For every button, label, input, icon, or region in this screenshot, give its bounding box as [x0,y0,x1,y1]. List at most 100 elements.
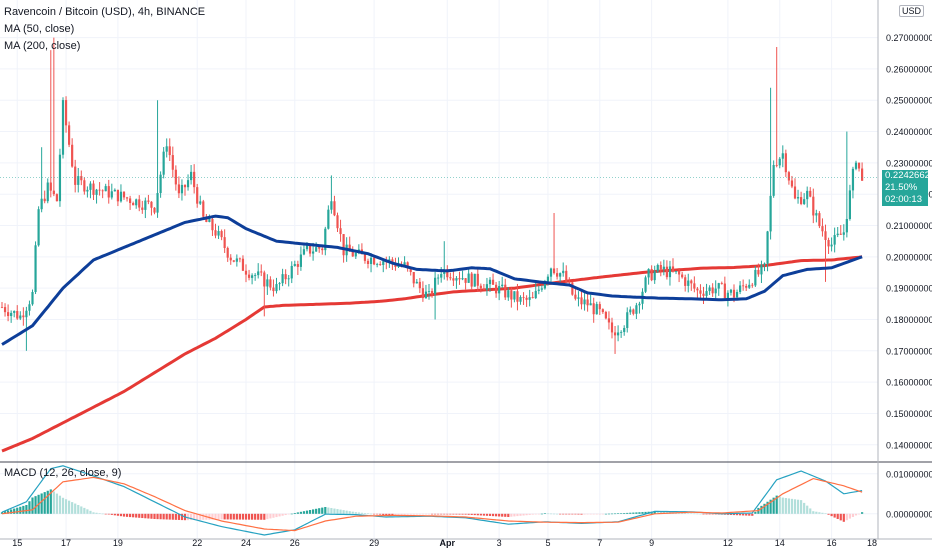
candle[interactable] [519,295,522,305]
candle[interactable] [760,260,763,283]
candle[interactable] [220,229,223,241]
candle[interactable] [485,277,489,296]
candle[interactable] [89,181,92,199]
candle[interactable] [638,301,641,314]
candle[interactable] [107,179,110,204]
candle[interactable] [92,180,95,201]
candle[interactable] [77,167,80,193]
candle[interactable] [183,184,187,196]
candle[interactable] [772,160,775,198]
candle[interactable] [501,276,504,289]
candle[interactable] [202,199,205,219]
candle[interactable] [757,263,760,277]
candle[interactable] [836,226,839,238]
candle[interactable] [617,325,620,342]
candle[interactable] [34,241,37,295]
candle[interactable] [437,274,440,285]
candle[interactable] [430,288,434,298]
candle[interactable] [144,197,147,219]
candle[interactable] [476,268,479,292]
candle[interactable] [696,287,699,298]
candle[interactable] [504,278,507,301]
candle[interactable] [449,272,452,281]
candle[interactable] [845,131,848,238]
candle[interactable] [147,194,150,205]
candles-layer[interactable] [0,37,864,354]
candle[interactable] [232,260,235,263]
candle[interactable] [110,183,113,200]
candle[interactable] [824,224,827,282]
candle[interactable] [589,294,592,306]
candle[interactable] [623,325,626,336]
candle[interactable] [461,270,464,281]
candle[interactable] [498,280,501,301]
candle[interactable] [199,195,202,205]
candle[interactable] [812,188,815,224]
candle[interactable] [19,311,22,321]
ma200-legend[interactable]: MA (200, close) [4,40,81,52]
candle[interactable] [446,265,449,281]
candle[interactable] [598,301,601,316]
candle[interactable] [28,300,31,316]
candle[interactable] [223,229,226,253]
candle[interactable] [299,246,302,271]
candle[interactable] [244,264,248,283]
candle[interactable] [848,184,851,221]
candle[interactable] [754,266,757,287]
candle[interactable] [366,258,370,269]
candle[interactable] [415,279,418,284]
candle[interactable] [196,183,199,208]
candle[interactable] [165,138,168,158]
candle[interactable] [427,283,431,300]
candle[interactable] [467,267,470,283]
candle[interactable] [55,193,58,202]
candle[interactable] [113,188,116,192]
candle[interactable] [159,171,162,198]
candle[interactable] [671,258,675,273]
candle[interactable] [610,317,614,339]
candle[interactable] [549,267,553,283]
candle[interactable] [586,291,589,312]
candle[interactable] [507,287,510,301]
candle[interactable] [604,310,607,320]
candle[interactable] [339,219,342,242]
candle[interactable] [122,191,126,200]
candle[interactable] [763,262,766,272]
candle[interactable] [793,178,797,200]
candle[interactable] [458,271,461,285]
candle[interactable] [473,273,476,287]
candle[interactable] [495,281,498,298]
candle[interactable] [766,230,769,272]
candle[interactable] [141,200,144,214]
candle[interactable] [510,287,513,308]
candle[interactable] [7,304,10,322]
candle[interactable] [678,268,681,283]
candle[interactable] [717,282,720,296]
candle[interactable] [699,284,702,299]
candle[interactable] [714,280,717,300]
ma50-legend[interactable]: MA (50, close) [4,23,75,35]
candle[interactable] [333,195,336,217]
candle[interactable] [58,148,62,207]
candle[interactable] [49,50,52,198]
candle[interactable] [68,121,71,148]
candle[interactable] [803,193,806,206]
candle[interactable] [125,196,129,202]
candle[interactable] [412,272,415,288]
candle[interactable] [263,270,266,317]
candle[interactable] [552,212,556,275]
candle[interactable] [171,146,174,178]
candle[interactable] [275,277,278,294]
candle[interactable] [162,147,165,179]
candle[interactable] [156,100,159,218]
candle[interactable] [46,178,49,204]
candle[interactable] [644,275,647,294]
candle[interactable] [720,281,723,285]
candle[interactable] [662,259,665,276]
candle[interactable] [71,138,74,168]
candle[interactable] [513,291,516,303]
candle[interactable] [796,189,800,204]
candle[interactable] [211,217,214,236]
candle[interactable] [562,262,565,277]
candle[interactable] [95,188,98,204]
